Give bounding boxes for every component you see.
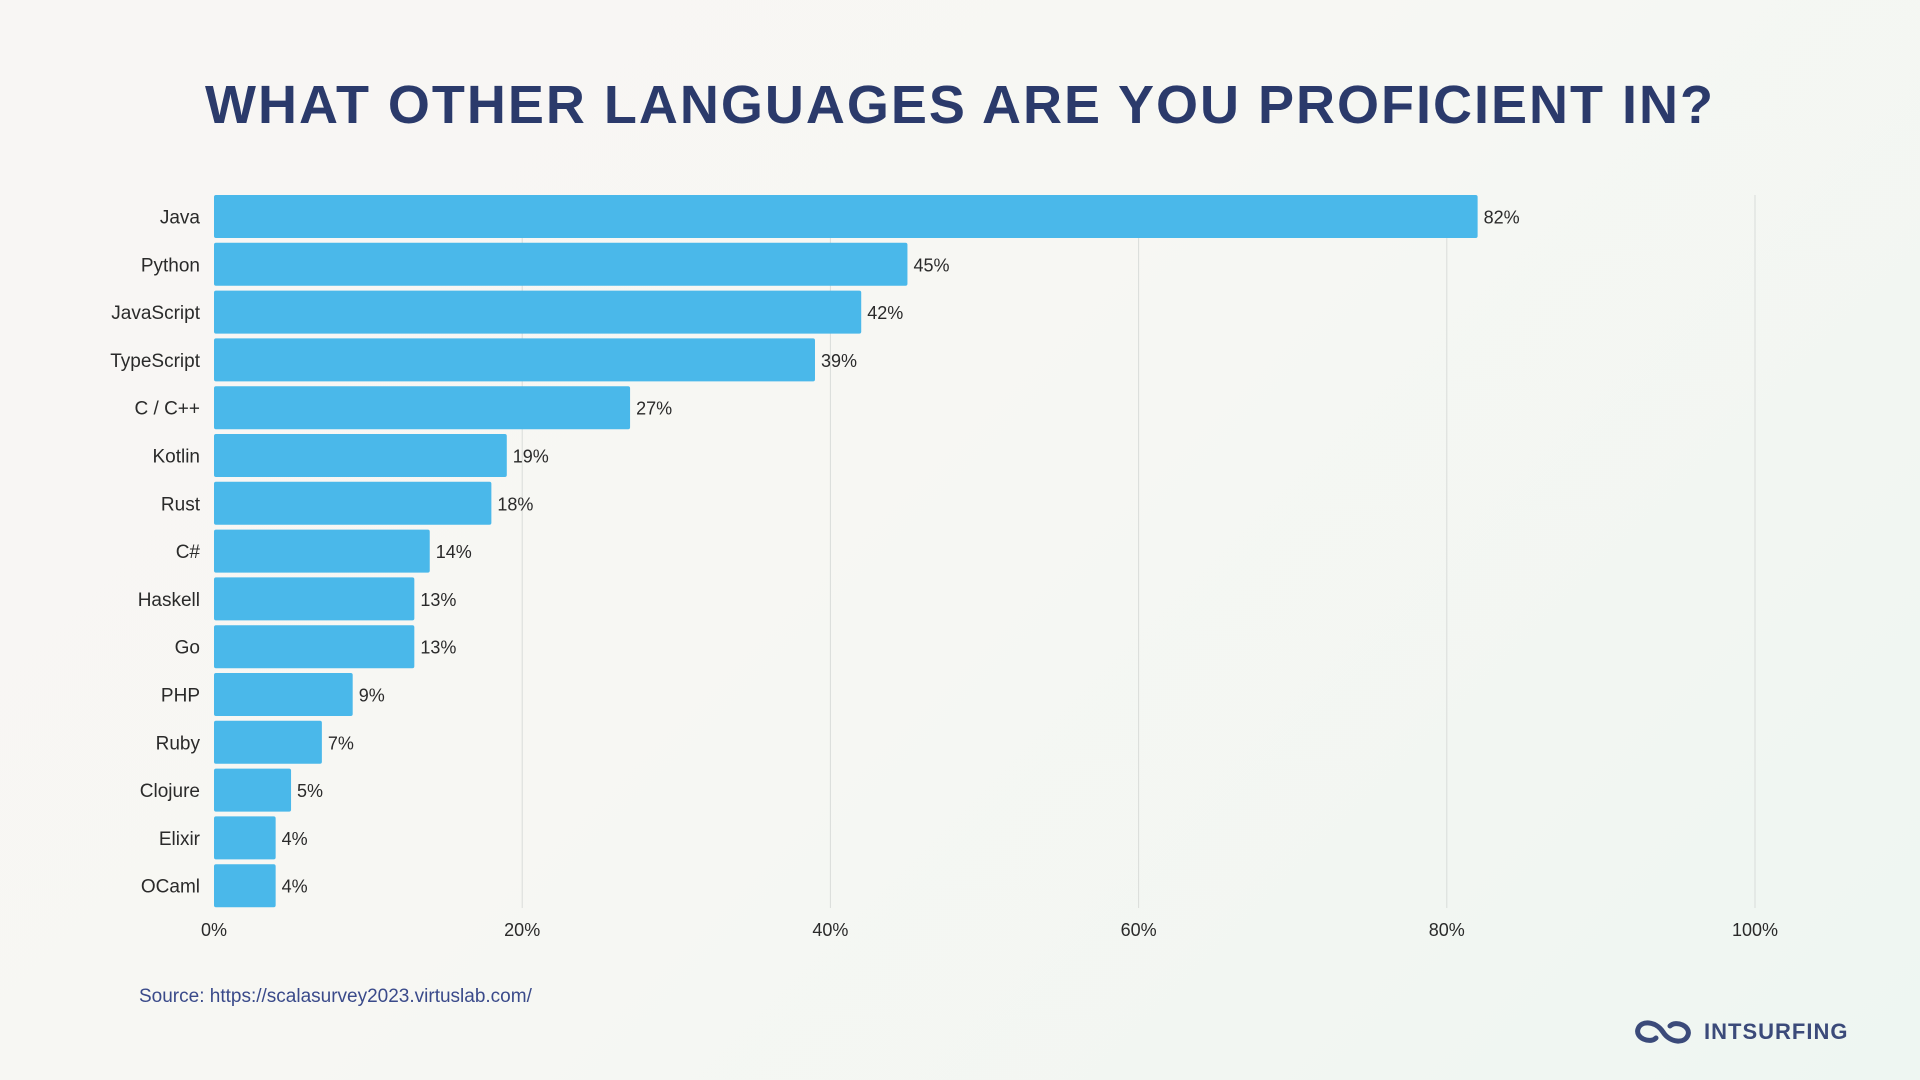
- bar: [214, 195, 1478, 238]
- category-label: OCaml: [141, 877, 200, 898]
- logo-text: INTSURFING: [1704, 1019, 1849, 1044]
- x-tick-label: 40%: [812, 920, 848, 940]
- value-label: 14%: [436, 542, 472, 562]
- bar: [214, 816, 276, 860]
- category-label: JavaScript: [111, 303, 200, 324]
- category-label: Python: [141, 255, 200, 276]
- category-label: C#: [176, 542, 201, 563]
- category-label: Elixir: [159, 829, 201, 850]
- category-label: Kotlin: [152, 447, 200, 468]
- bar: [214, 768, 292, 812]
- bar: [214, 625, 415, 669]
- infinity-link-icon: [1635, 1020, 1691, 1044]
- value-label: 13%: [420, 590, 456, 610]
- brand-logo: INTSURFING: [1632, 1016, 1848, 1048]
- x-tick-label: 80%: [1429, 920, 1465, 940]
- value-labels: 82% 45% 42% 39% 27% 19% 18% 14% 13% 13% 9% 7% 5% 4% 4%: [282, 208, 1520, 897]
- category-label: PHP: [161, 686, 200, 707]
- bar: [214, 290, 862, 334]
- x-tick-label: 100%: [1732, 920, 1778, 940]
- value-label: 45%: [913, 255, 949, 275]
- x-tick-label: 20%: [504, 920, 540, 940]
- bar: [214, 386, 631, 430]
- category-label: Rust: [161, 494, 201, 515]
- x-tick-label: 60%: [1121, 920, 1157, 940]
- category-label: Go: [175, 638, 200, 659]
- chart-title: WHAT OTHER LANGUAGES ARE YOU PROFICIENT …: [204, 75, 1715, 135]
- value-label: 39%: [821, 351, 857, 371]
- value-label: 42%: [867, 303, 903, 323]
- value-label: 27%: [636, 399, 672, 419]
- value-label: 18%: [497, 494, 533, 514]
- bar: [214, 434, 507, 477]
- category-labels: Java Python JavaScript TypeScript C / C++ Kot…: [110, 208, 200, 898]
- category-label: Clojure: [140, 781, 200, 802]
- bar: [214, 481, 492, 525]
- bars: [214, 195, 1478, 908]
- category-label: Java: [160, 208, 201, 229]
- bar: [214, 242, 908, 286]
- bar: [214, 720, 322, 764]
- value-label: 4%: [282, 829, 308, 849]
- category-label: TypeScript: [110, 351, 200, 372]
- bar: [214, 577, 415, 621]
- value-label: 5%: [297, 781, 323, 801]
- category-label: C / C++: [135, 399, 200, 420]
- bar: [214, 673, 353, 716]
- value-label: 9%: [359, 686, 385, 706]
- value-label: 19%: [513, 447, 549, 467]
- x-axis-ticks: 0% 20% 40% 60% 80% 100%: [201, 920, 1778, 940]
- x-tick-label: 0%: [201, 920, 227, 940]
- category-label: Ruby: [156, 733, 201, 754]
- value-label: 7%: [328, 733, 354, 753]
- value-label: 4%: [282, 877, 308, 897]
- category-label: Haskell: [138, 590, 200, 611]
- bar: [214, 529, 430, 573]
- bar: [214, 864, 276, 908]
- bar: [214, 338, 815, 382]
- source-note: Source: https://scalasurvey2023.virtusla…: [139, 986, 532, 1007]
- value-label: 82%: [1484, 208, 1520, 228]
- value-label: 13%: [420, 638, 456, 658]
